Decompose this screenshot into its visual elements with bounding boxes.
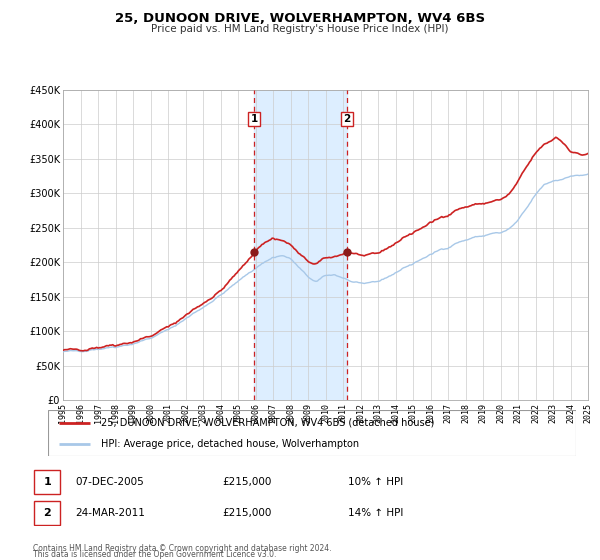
Text: 14% ↑ HPI: 14% ↑ HPI [348, 508, 403, 518]
Bar [254, 90, 347, 400]
Text: Price paid vs. HM Land Registry's House Price Index (HPI): Price paid vs. HM Land Registry's House … [151, 24, 449, 34]
Text: £215,000: £215,000 [222, 508, 271, 518]
Text: 25, DUNOON DRIVE, WOLVERHAMPTON, WV4 6BS (detached house): 25, DUNOON DRIVE, WOLVERHAMPTON, WV4 6BS… [101, 418, 434, 428]
Text: 2: 2 [44, 508, 51, 518]
Text: 10% ↑ HPI: 10% ↑ HPI [348, 477, 403, 487]
Text: £215,000: £215,000 [222, 477, 271, 487]
Text: 24-MAR-2011: 24-MAR-2011 [75, 508, 145, 518]
Text: 1: 1 [250, 114, 258, 124]
Text: Contains HM Land Registry data © Crown copyright and database right 2024.: Contains HM Land Registry data © Crown c… [33, 544, 331, 553]
Text: 2: 2 [343, 114, 350, 124]
Text: 1: 1 [44, 477, 51, 487]
Text: 25, DUNOON DRIVE, WOLVERHAMPTON, WV4 6BS: 25, DUNOON DRIVE, WOLVERHAMPTON, WV4 6BS [115, 12, 485, 25]
Text: 07-DEC-2005: 07-DEC-2005 [75, 477, 144, 487]
Text: HPI: Average price, detached house, Wolverhampton: HPI: Average price, detached house, Wolv… [101, 439, 359, 449]
Text: This data is licensed under the Open Government Licence v3.0.: This data is licensed under the Open Gov… [33, 550, 277, 559]
